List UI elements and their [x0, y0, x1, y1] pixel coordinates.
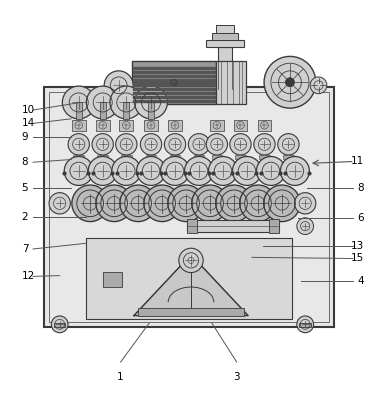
Bar — [86, 237, 292, 319]
Circle shape — [168, 185, 204, 221]
Circle shape — [209, 156, 238, 186]
Circle shape — [62, 86, 95, 119]
Circle shape — [188, 134, 210, 155]
Text: 4: 4 — [358, 277, 364, 286]
Circle shape — [51, 316, 68, 333]
Circle shape — [104, 71, 133, 100]
Bar — [132, 61, 216, 105]
Text: 14: 14 — [22, 119, 35, 128]
Circle shape — [160, 156, 189, 186]
Bar — [269, 219, 278, 233]
Circle shape — [164, 134, 186, 155]
Circle shape — [112, 156, 141, 186]
Bar — [72, 120, 86, 131]
Bar — [210, 120, 224, 131]
Bar — [283, 155, 294, 159]
Circle shape — [264, 185, 300, 221]
Bar — [212, 33, 238, 40]
Text: 8: 8 — [22, 157, 28, 167]
Text: 12: 12 — [22, 271, 35, 281]
Circle shape — [86, 86, 119, 119]
Text: 13: 13 — [351, 241, 364, 251]
Bar — [123, 102, 129, 119]
Text: 3: 3 — [233, 371, 240, 381]
Circle shape — [120, 185, 156, 221]
Bar — [100, 102, 106, 119]
Bar — [138, 308, 244, 316]
Bar — [49, 92, 329, 322]
Circle shape — [135, 86, 167, 119]
Circle shape — [179, 248, 203, 273]
Text: 15: 15 — [351, 253, 364, 263]
Circle shape — [254, 134, 275, 155]
Circle shape — [297, 316, 314, 333]
Text: 6: 6 — [358, 213, 364, 223]
Circle shape — [92, 134, 113, 155]
Text: 5: 5 — [22, 183, 28, 193]
Circle shape — [96, 185, 133, 221]
Circle shape — [72, 185, 108, 221]
Bar — [104, 272, 122, 287]
Circle shape — [216, 185, 252, 221]
Circle shape — [192, 185, 228, 221]
Text: 2: 2 — [22, 211, 28, 221]
Circle shape — [310, 77, 327, 94]
Bar — [144, 120, 158, 131]
Circle shape — [230, 134, 251, 155]
Bar — [97, 155, 108, 159]
Text: 1: 1 — [117, 371, 124, 381]
Circle shape — [144, 185, 180, 221]
Circle shape — [256, 156, 285, 186]
Circle shape — [64, 156, 93, 186]
Bar — [234, 120, 247, 131]
Bar — [121, 155, 132, 159]
Bar — [146, 155, 156, 159]
Bar — [170, 155, 180, 159]
Bar — [148, 102, 154, 119]
Circle shape — [297, 218, 314, 235]
Circle shape — [49, 193, 70, 214]
Text: 8: 8 — [358, 183, 364, 193]
Bar — [235, 155, 246, 159]
Bar — [218, 47, 232, 89]
Circle shape — [68, 134, 89, 155]
Text: 10: 10 — [22, 105, 35, 115]
Circle shape — [285, 78, 295, 87]
Circle shape — [264, 56, 316, 108]
Bar — [96, 120, 110, 131]
Bar — [206, 40, 243, 47]
Bar — [168, 120, 182, 131]
Circle shape — [185, 156, 214, 186]
Circle shape — [280, 156, 309, 186]
Circle shape — [110, 86, 142, 119]
Polygon shape — [134, 255, 248, 316]
Circle shape — [240, 185, 276, 221]
Circle shape — [278, 134, 299, 155]
Bar — [187, 219, 197, 233]
Bar — [76, 102, 82, 119]
Circle shape — [137, 156, 165, 186]
Bar — [54, 323, 65, 327]
Bar — [216, 61, 246, 105]
Circle shape — [295, 193, 316, 214]
Text: 9: 9 — [22, 132, 28, 142]
Bar — [187, 220, 278, 232]
Bar — [73, 155, 84, 159]
Circle shape — [233, 156, 261, 186]
Bar — [194, 155, 204, 159]
Circle shape — [116, 134, 137, 155]
Bar — [257, 120, 271, 131]
Text: 7: 7 — [22, 244, 28, 254]
Bar — [259, 155, 270, 159]
Circle shape — [140, 134, 162, 155]
Bar — [299, 323, 311, 327]
Bar — [216, 25, 234, 33]
Circle shape — [206, 134, 228, 155]
Bar — [212, 155, 222, 159]
Text: 11: 11 — [351, 156, 364, 166]
Bar — [120, 120, 133, 131]
Bar — [44, 87, 334, 327]
Circle shape — [88, 156, 117, 186]
